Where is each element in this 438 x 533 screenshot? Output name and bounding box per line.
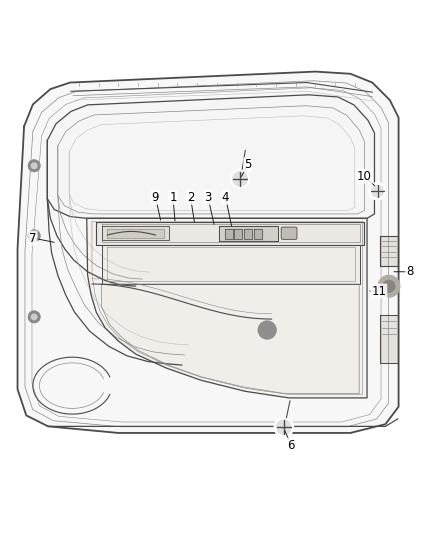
Polygon shape — [244, 229, 252, 239]
Circle shape — [28, 311, 40, 323]
Polygon shape — [87, 219, 367, 398]
Polygon shape — [18, 71, 399, 433]
Polygon shape — [47, 95, 374, 219]
Text: 7: 7 — [29, 231, 37, 245]
Polygon shape — [234, 229, 242, 239]
Polygon shape — [225, 229, 233, 239]
Circle shape — [31, 232, 38, 239]
Polygon shape — [96, 222, 364, 245]
Text: 11: 11 — [371, 285, 386, 297]
Circle shape — [230, 169, 250, 189]
Polygon shape — [380, 314, 398, 363]
Polygon shape — [102, 226, 169, 240]
Circle shape — [378, 275, 400, 297]
Circle shape — [28, 159, 40, 172]
Text: 9: 9 — [152, 191, 159, 204]
Circle shape — [258, 320, 277, 340]
Polygon shape — [69, 116, 355, 211]
Polygon shape — [102, 284, 359, 393]
Text: 3: 3 — [205, 191, 212, 204]
Polygon shape — [107, 229, 164, 238]
Text: 5: 5 — [244, 158, 251, 172]
Circle shape — [31, 162, 38, 169]
Circle shape — [371, 184, 384, 198]
Text: 2: 2 — [187, 191, 194, 204]
FancyBboxPatch shape — [281, 227, 297, 239]
Circle shape — [31, 313, 38, 320]
Circle shape — [28, 230, 40, 242]
Polygon shape — [219, 226, 278, 241]
Text: 1: 1 — [169, 191, 177, 204]
Polygon shape — [254, 229, 262, 239]
Text: 10: 10 — [357, 170, 372, 183]
Text: 8: 8 — [406, 265, 413, 278]
Circle shape — [382, 280, 396, 293]
Text: 6: 6 — [287, 439, 295, 451]
Polygon shape — [380, 236, 398, 265]
Circle shape — [369, 182, 386, 200]
Polygon shape — [102, 245, 360, 284]
Circle shape — [232, 171, 248, 187]
Circle shape — [276, 419, 292, 435]
Circle shape — [274, 418, 293, 437]
Text: 4: 4 — [222, 191, 230, 204]
